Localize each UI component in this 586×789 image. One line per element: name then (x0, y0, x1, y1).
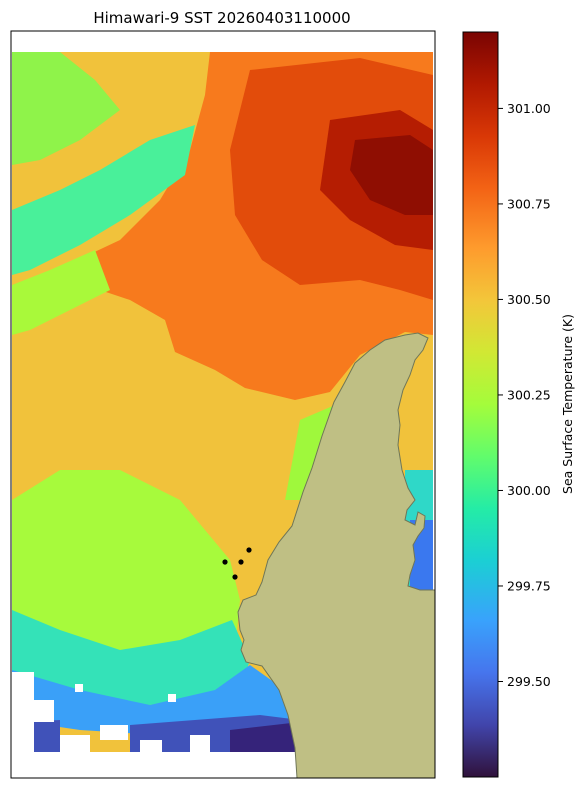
sst-cool-streak (12, 125, 195, 275)
chart-title: Himawari-9 SST 20260403110000 (93, 9, 350, 27)
colorbar-fill (463, 32, 498, 777)
sst-cool-streak (12, 52, 120, 165)
colorbar-label: Sea Surface Temperature (K) (560, 314, 575, 494)
missing-cell (75, 684, 83, 692)
map-panel (11, 31, 435, 778)
colorbar-tick-label: 301.00 (507, 101, 551, 116)
colorbar-tick-label: 300.75 (507, 196, 551, 211)
map-frame (10, 30, 436, 779)
colorbar-frame (462, 31, 499, 778)
colorbar-tick-label: 300.50 (507, 292, 551, 307)
missing-cell (100, 725, 128, 740)
missing-cell (34, 700, 54, 722)
station-marker (238, 559, 244, 565)
sst-coastal-strip (285, 405, 335, 500)
colorbar-tick-label: 300.00 (507, 483, 551, 498)
missing-cell (190, 735, 210, 752)
colorbar-tick-label: 299.75 (507, 578, 551, 593)
sst-peak-region (350, 135, 433, 215)
colorbar-tick-label: 300.25 (507, 387, 551, 402)
station-marker (232, 574, 238, 580)
colorbar-ticks: 299.50 299.75 300.00 300.25 300.50 300.75 301.… (498, 101, 551, 689)
sst-cyan-band (12, 610, 250, 705)
station-markers (222, 547, 252, 580)
colorbar-tick-label: 299.50 (507, 674, 551, 689)
missing-cell (168, 694, 176, 702)
sst-darkest-band (230, 722, 300, 752)
sst-cool-streak (12, 250, 110, 335)
missing-cell (12, 672, 34, 752)
missing-cell (60, 735, 90, 752)
missing-cell (140, 740, 162, 752)
station-marker (222, 559, 228, 565)
land-mass (237, 332, 435, 778)
station-marker (246, 547, 252, 553)
sst-blue-band (12, 665, 295, 735)
colorbar: 299.50 299.75 300.00 300.25 300.50 300.75 301.… (462, 31, 575, 778)
